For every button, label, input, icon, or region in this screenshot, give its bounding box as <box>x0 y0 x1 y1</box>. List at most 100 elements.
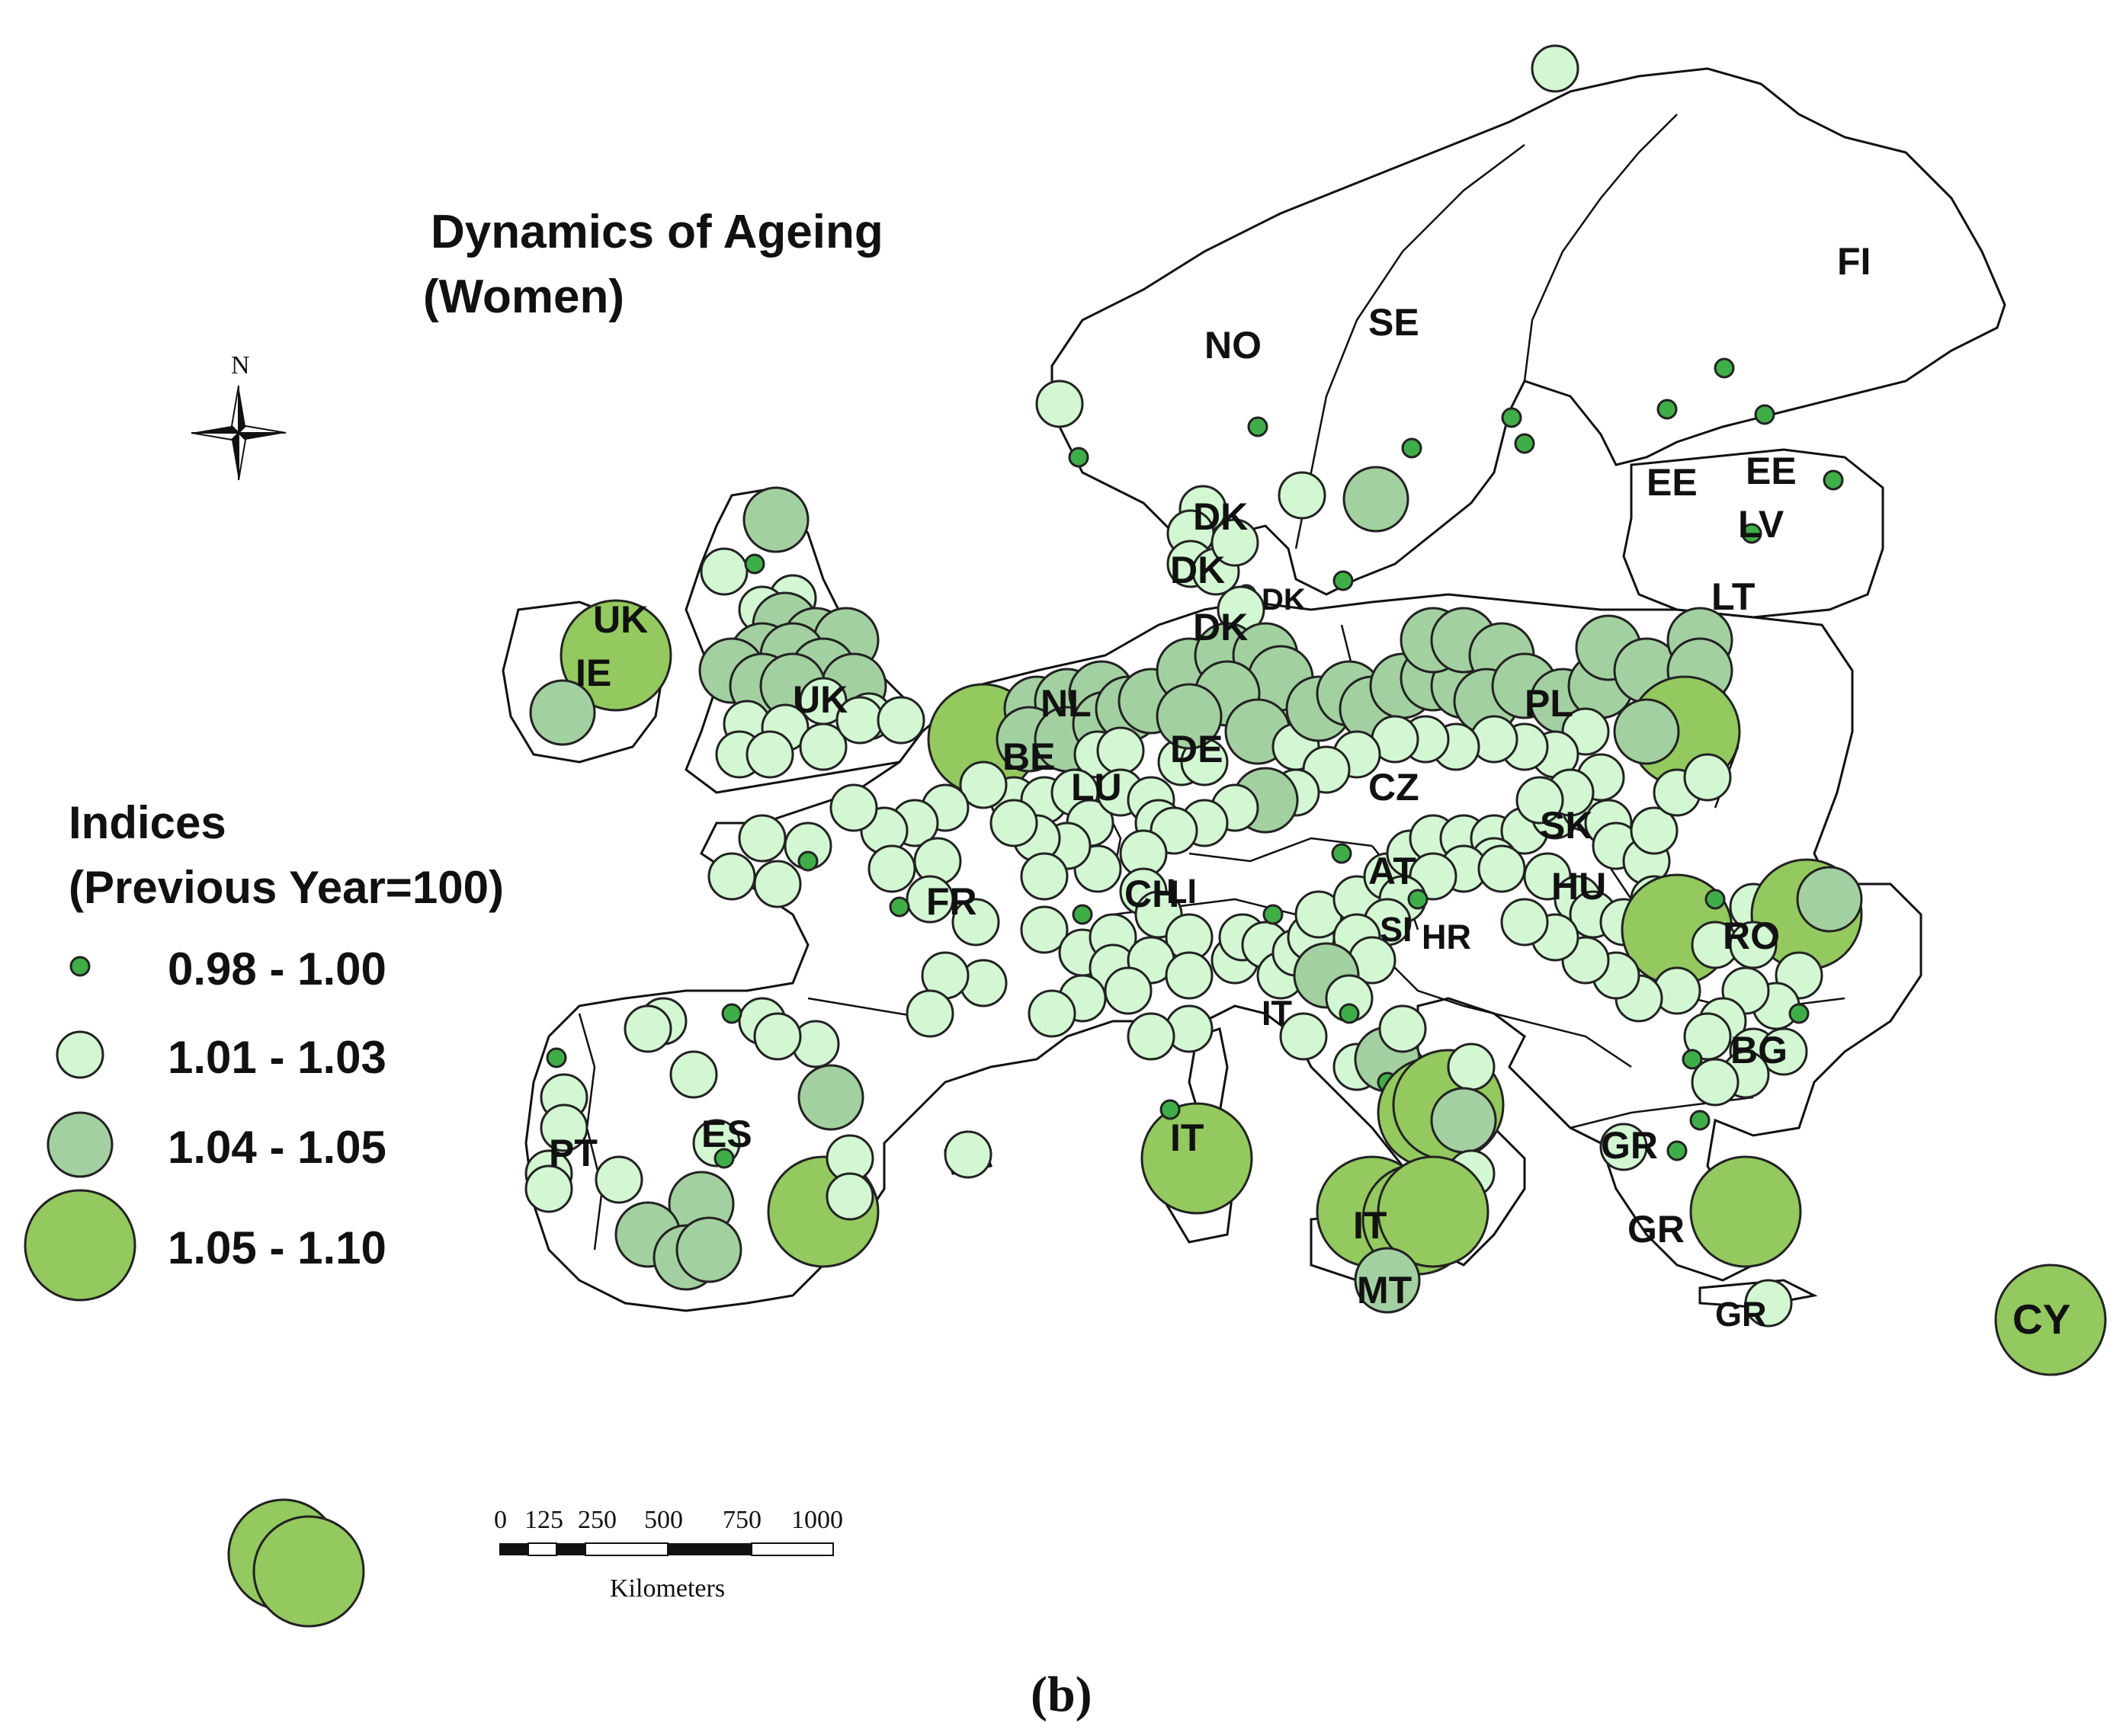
country-label-fi: FI <box>1837 240 1871 283</box>
indicator-symbol-c2 <box>1278 471 1326 520</box>
country-label-ch: CH <box>1124 873 1179 915</box>
scale-seg-6 <box>751 1542 834 1556</box>
indicator-symbol-c3 <box>1354 1247 1421 1314</box>
indicator-symbol-c3 <box>797 1064 864 1131</box>
country-label-bg: BG <box>1730 1029 1788 1071</box>
indicator-symbol-c2 <box>1477 844 1526 893</box>
indicator-symbol-c1 <box>1262 904 1284 925</box>
indicator-symbol-c4 <box>1140 1102 1253 1215</box>
indicator-symbol-c2 <box>1279 1012 1328 1061</box>
title-line-2: (Women) <box>423 271 624 323</box>
scale-bar: 0 125 250 500 750 1000 Kilometers <box>494 1506 843 1603</box>
indicator-symbol-c2 <box>707 852 756 901</box>
stray-symbol-2 <box>252 1515 365 1628</box>
north-arrow-icon: N <box>191 351 287 481</box>
indicator-symbol-c4 <box>1689 1155 1802 1268</box>
country-label-dk: DK <box>1262 583 1306 617</box>
indicator-symbol-c1 <box>1501 407 1522 428</box>
indicator-symbol-c2 <box>1691 1058 1740 1107</box>
country-label-ee: EE <box>1746 450 1797 492</box>
legend-label-c2: 1.01 - 1.03 <box>168 1032 386 1083</box>
country-label-it: IT <box>1353 1204 1387 1247</box>
country-label-gr: GR <box>1715 1295 1767 1334</box>
legend-item-c2: 1.01 - 1.03 <box>56 1030 386 1083</box>
scale-tick-500: 500 <box>644 1506 683 1534</box>
indicator-symbol-c1 <box>1068 447 1089 468</box>
country-label-gr: GR <box>1601 1124 1658 1167</box>
indicator-symbol-c1 <box>797 850 819 872</box>
country-label-pl: PL <box>1525 682 1573 725</box>
indicator-symbol-c2 <box>1165 951 1214 1000</box>
indicator-symbol-c2 <box>753 1012 802 1061</box>
indicator-symbol-c2 <box>1683 1012 1732 1061</box>
indicator-symbol-c2 <box>951 898 1000 946</box>
indicator-symbol-c3 <box>1796 866 1863 933</box>
country-label-ee: EE <box>1647 461 1698 504</box>
border-se-fi <box>1523 114 1678 382</box>
country-label-it: IT <box>1262 994 1292 1033</box>
indicator-symbol-c2 <box>1729 921 1778 969</box>
title-line-1: Dynamics of Ageing <box>431 206 883 258</box>
indicator-symbol-c2 <box>738 814 787 863</box>
indicator-symbol-c2 <box>959 761 1008 809</box>
indicator-symbol-c1 <box>546 1047 567 1068</box>
indicator-symbol-c1 <box>1514 433 1535 454</box>
legend-symbol-c1 <box>69 956 91 977</box>
country-label-hu: HU <box>1551 865 1606 908</box>
indicator-symbol-c1 <box>1247 416 1268 437</box>
country-label-sk: SK <box>1540 804 1592 847</box>
country-label-de: DE <box>1170 728 1223 770</box>
legend-item-c4: 1.05 - 1.10 <box>24 1189 386 1302</box>
country-label-si: SI <box>1380 910 1413 949</box>
legend-title-line-1: Indices <box>69 797 226 848</box>
map-title: Dynamics of Ageing (Women) <box>423 206 883 323</box>
country-label-es: ES <box>701 1113 752 1155</box>
indicator-symbol-c2 <box>540 1103 588 1152</box>
legend-symbol-c4 <box>24 1189 136 1302</box>
indicator-symbol-c1 <box>1704 889 1726 910</box>
scale-seg-3 <box>556 1543 585 1555</box>
country-label-mt: MT <box>1357 1269 1412 1312</box>
border-de-at <box>1188 837 1373 863</box>
legend-symbol-c3 <box>46 1111 114 1178</box>
legend-label-c1: 0.98 - 1.00 <box>168 943 386 995</box>
scale-seg-2 <box>527 1542 557 1556</box>
indicator-symbol-c2 <box>1500 898 1549 946</box>
indicator-symbol-c2 <box>1020 905 1069 954</box>
indicator-symbol-c2 <box>1630 806 1679 855</box>
indicator-symbol-c2 <box>1104 966 1153 1015</box>
indicator-symbol-c3 <box>1156 683 1223 750</box>
border-balkans <box>1371 944 1632 1068</box>
scale-tick-750: 750 <box>723 1506 762 1534</box>
scale-seg-4 <box>585 1542 669 1556</box>
indicator-symbol-c2 <box>1035 380 1084 428</box>
indicator-symbol-c4 <box>1377 1155 1489 1268</box>
legend-item-c3: 1.04 - 1.05 <box>46 1111 386 1178</box>
country-label-dk: DK <box>1170 549 1225 591</box>
stray-symbols <box>227 1498 365 1628</box>
indicator-symbol-c4 <box>560 599 672 712</box>
country-label-ie: IE <box>576 652 611 694</box>
indicator-symbol-c2 <box>1599 1123 1648 1171</box>
indicator-symbol-c2 <box>753 860 802 908</box>
indicator-symbol-c1 <box>1741 523 1762 544</box>
indicator-symbol-c1 <box>1401 437 1422 459</box>
indicator-symbol-c2 <box>799 722 848 771</box>
indicator-symbol-c2 <box>829 783 878 832</box>
legend: Indices (Previous Year=100) 0.98 - 1.00 … <box>24 797 504 1302</box>
indicator-symbol-c1 <box>1823 469 1844 491</box>
indicator-symbol-c1 <box>1788 1003 1810 1024</box>
legend-label-c4: 1.05 - 1.10 <box>168 1222 386 1273</box>
indicator-symbol-c3 <box>1613 698 1680 765</box>
indicator-symbol-c1 <box>889 896 910 918</box>
scale-unit: Kilometers <box>610 1574 725 1603</box>
indicator-symbol-c2 <box>524 1164 573 1213</box>
indicator-symbol-c2 <box>877 696 925 745</box>
indicator-symbol-c2 <box>1020 852 1069 901</box>
indicator-symbol-c1 <box>1407 889 1429 910</box>
indicator-symbol-c2 <box>826 1172 874 1221</box>
country-label-gr: GR <box>1627 1208 1685 1251</box>
indicator-symbol-c2 <box>989 799 1038 847</box>
indicator-symbol-c1 <box>1689 1110 1711 1131</box>
indicator-symbol-c1 <box>713 1148 735 1169</box>
